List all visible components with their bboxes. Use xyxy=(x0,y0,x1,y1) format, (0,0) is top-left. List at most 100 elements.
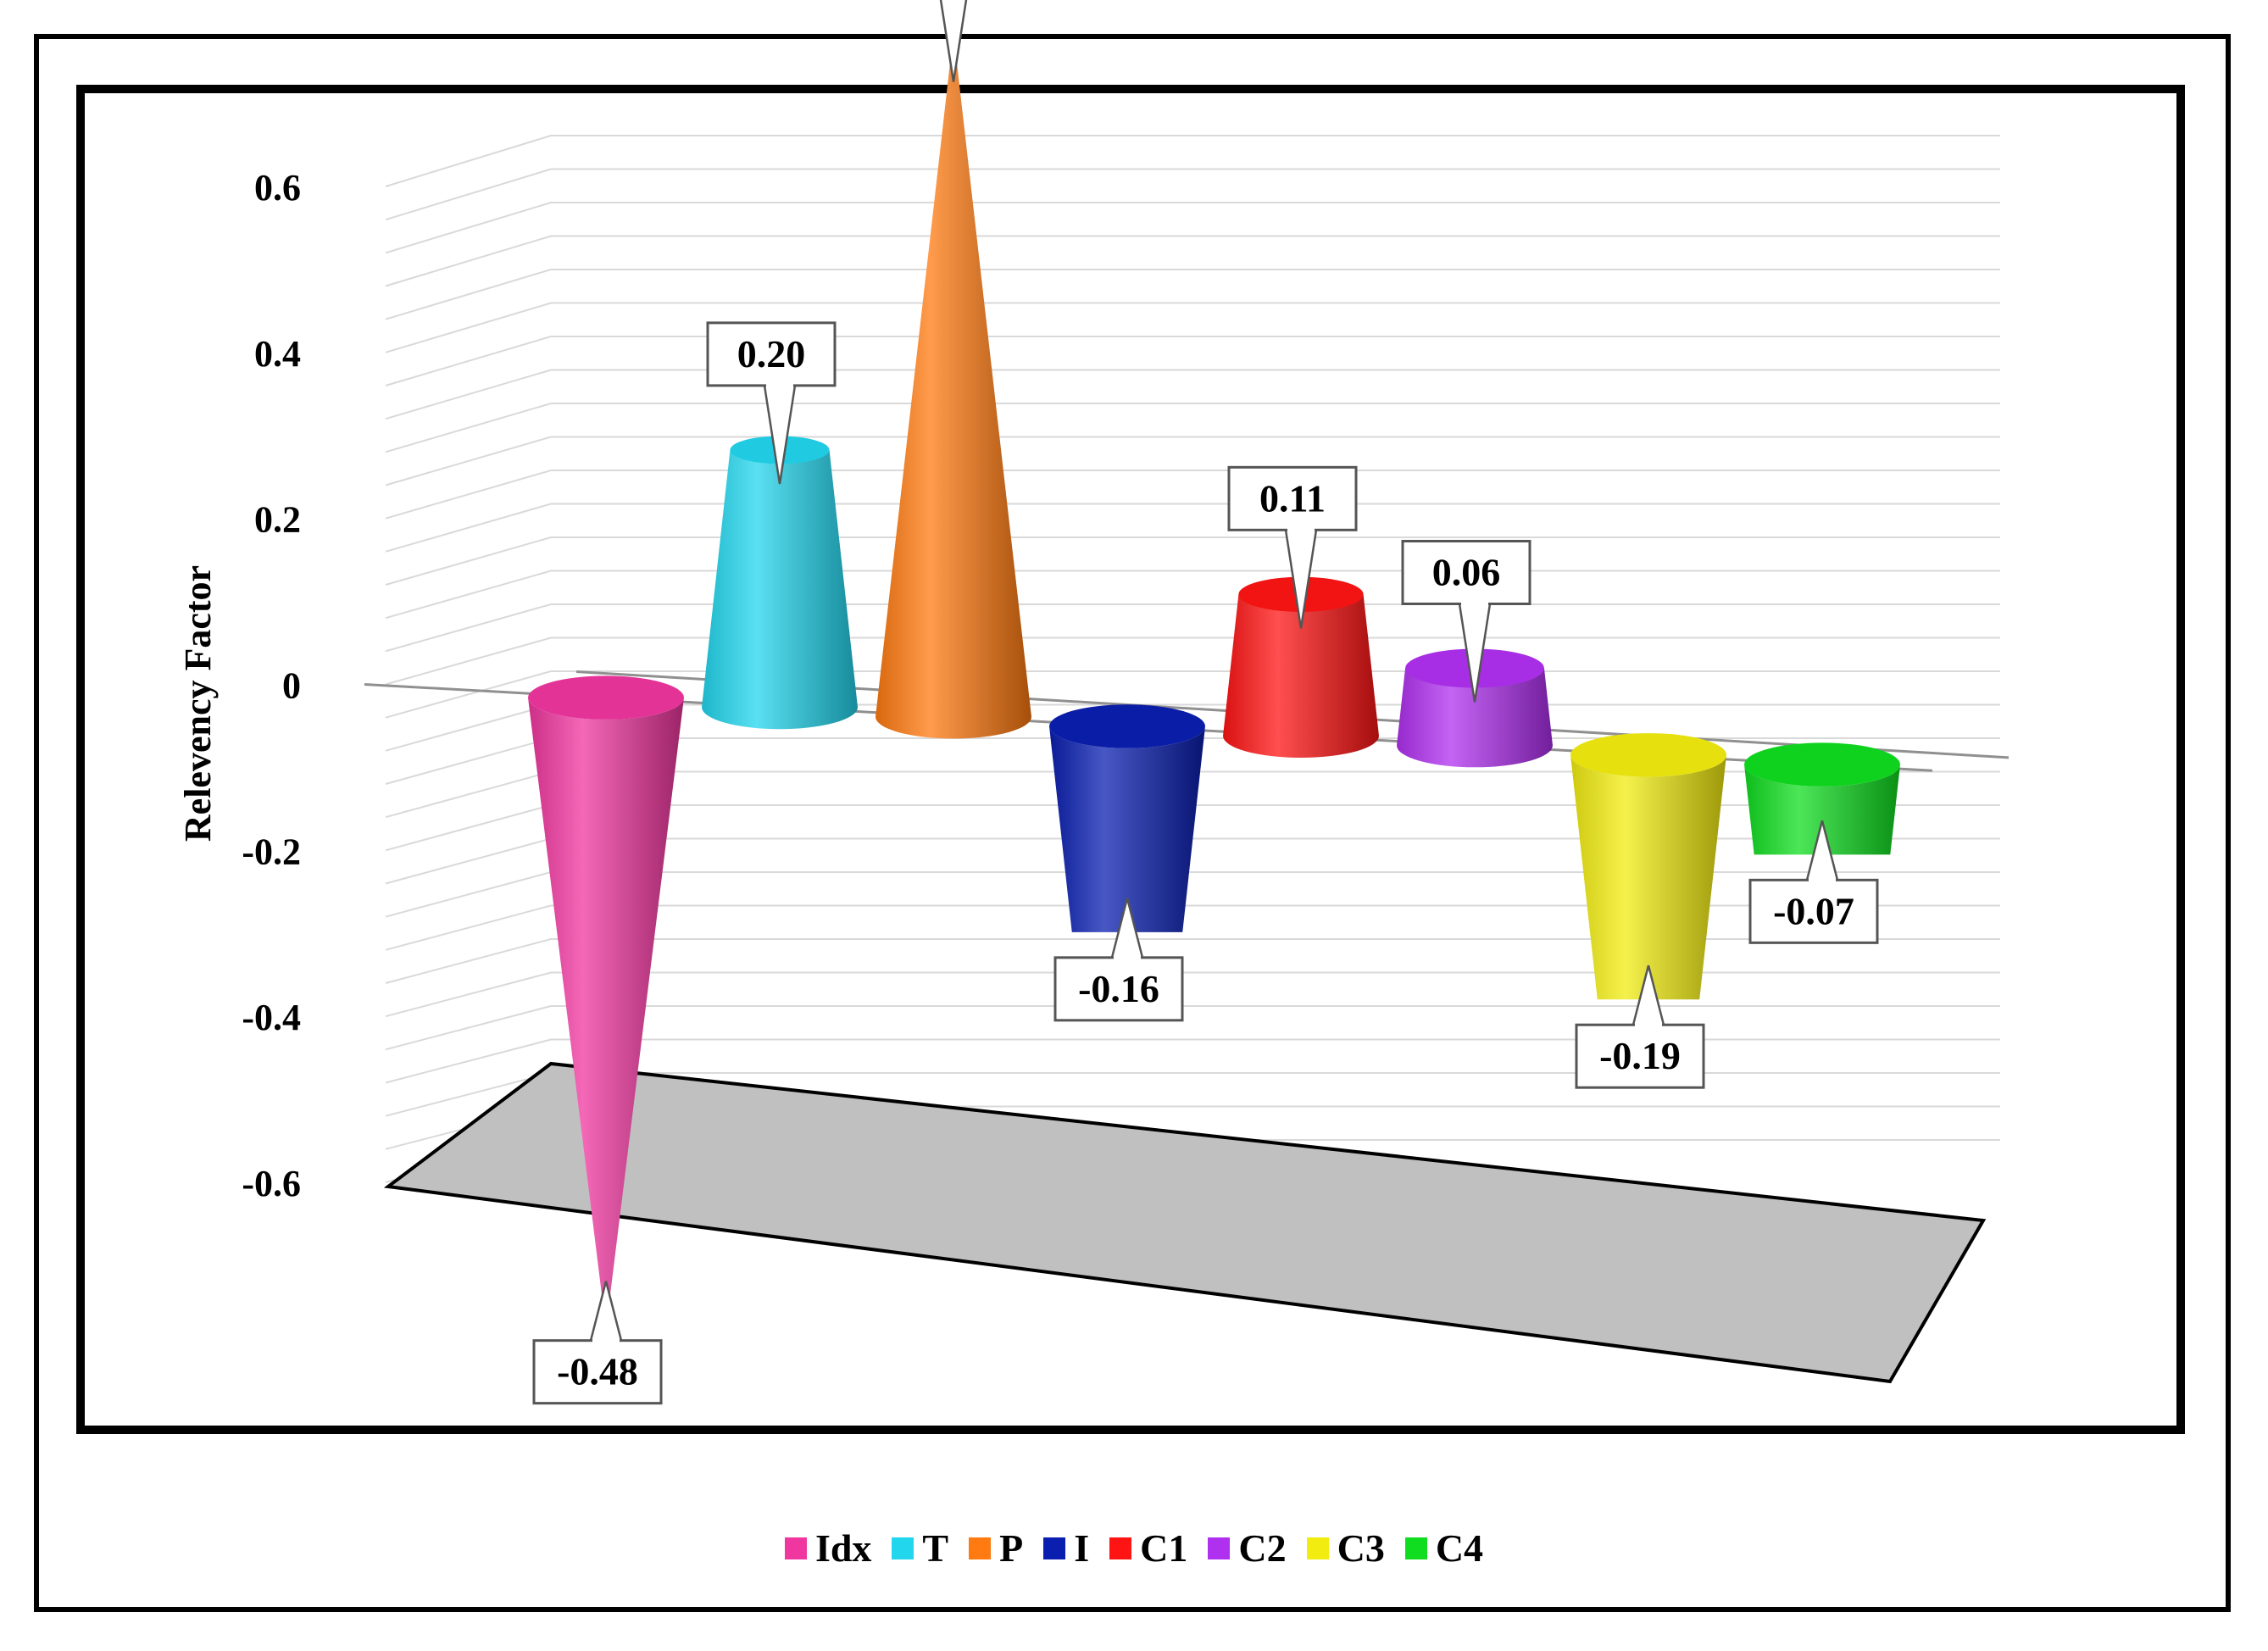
cone-cap xyxy=(1049,704,1205,748)
gridline xyxy=(385,202,2000,254)
data-labels: -0.48 0.20 0.52 -0.16 0.11 0.06 -0.19 -0.07 xyxy=(532,0,1879,1405)
cone-Idx xyxy=(528,675,684,1315)
gridline xyxy=(385,302,2000,353)
cone-C3 xyxy=(1570,733,1726,1000)
data-label-text: 0.11 xyxy=(1259,476,1326,520)
cone-body xyxy=(528,698,684,1315)
y-tick-label: 0 xyxy=(282,665,301,707)
chart-floor xyxy=(383,1061,1987,1384)
data-label-text: 0.20 xyxy=(737,332,806,375)
gridline xyxy=(385,168,2000,221)
y-tick-label: 0.4 xyxy=(254,333,301,375)
legend-swatch xyxy=(1109,1537,1132,1560)
data-label-box xyxy=(532,1339,663,1405)
y-tick-label: -0.4 xyxy=(242,997,301,1038)
gridline xyxy=(385,135,2000,187)
gridline xyxy=(385,369,2000,420)
cone-C2 xyxy=(1397,648,1553,768)
cone-body xyxy=(1744,764,1900,855)
gridline xyxy=(385,938,2000,984)
gridline xyxy=(385,636,2000,686)
data-label-Idx: -0.48 xyxy=(532,1281,663,1405)
cone-body xyxy=(1570,754,1726,1000)
legend-label: T xyxy=(922,1526,949,1570)
legend-swatch xyxy=(892,1537,914,1560)
data-label-I: -0.16 xyxy=(1053,898,1184,1022)
gridline xyxy=(385,336,2000,386)
legend-item-C3: C3 xyxy=(1306,1526,1385,1570)
cone-series xyxy=(528,47,1900,1315)
data-label-pointer xyxy=(939,0,968,82)
gridline xyxy=(385,536,2000,586)
legend-label: Idx xyxy=(814,1526,872,1570)
cone-P xyxy=(876,47,1031,739)
gridline xyxy=(385,1038,2000,1084)
gridline xyxy=(385,904,2000,951)
data-label-box xyxy=(1748,878,1879,944)
legend-swatch xyxy=(1306,1537,1329,1560)
data-label-box xyxy=(706,321,837,387)
gridline xyxy=(385,570,2000,620)
cone-body xyxy=(1397,668,1553,768)
data-label-T: 0.20 xyxy=(706,321,837,485)
y-tick-label: -0.2 xyxy=(242,831,301,872)
legend-label: C4 xyxy=(1435,1526,1484,1570)
legend-item-C2: C2 xyxy=(1208,1526,1287,1570)
legend-item-C1: C1 xyxy=(1109,1526,1187,1570)
plot-border xyxy=(76,85,2185,1434)
y-tick-label: -0.6 xyxy=(242,1163,301,1204)
legend-swatch xyxy=(969,1537,992,1560)
gridline xyxy=(385,235,2000,287)
cone-C4 xyxy=(1744,742,1900,855)
data-label-box xyxy=(1053,956,1184,1022)
data-label-text: -0.19 xyxy=(1599,1034,1681,1077)
cone-body xyxy=(1223,594,1379,759)
legend-label: P xyxy=(999,1526,1024,1570)
y-axis-label: Relevency Factor xyxy=(177,565,219,842)
y-tick-label: 0.6 xyxy=(254,167,301,208)
legend-item-T: T xyxy=(892,1526,948,1570)
legend-item-C4: C4 xyxy=(1404,1526,1484,1570)
legend-swatch xyxy=(1043,1537,1066,1560)
data-label-text: -0.48 xyxy=(557,1350,638,1393)
legend-item-I: I xyxy=(1043,1526,1089,1570)
legend-label: C2 xyxy=(1238,1526,1287,1570)
data-label-box xyxy=(1401,539,1531,605)
y-tick-label: 0.2 xyxy=(254,499,301,541)
cone-cap xyxy=(528,675,684,720)
data-label-pointer xyxy=(589,1281,623,1342)
legend-swatch xyxy=(784,1537,807,1560)
data-label-C4: -0.07 xyxy=(1748,820,1879,944)
legend-swatch xyxy=(1404,1537,1427,1560)
legend: Idx T P I C1 C2 C3 C4 xyxy=(0,1526,2268,1570)
gridline xyxy=(385,269,2000,320)
legend-item-Idx: Idx xyxy=(784,1526,872,1570)
gridline xyxy=(385,436,2000,486)
y-axis-ticks: 0.6 0.4 0.2 0 -0.2 -0.4 -0.6 xyxy=(242,167,301,1204)
data-label-text: 0.06 xyxy=(1432,550,1501,593)
legend-item-P: P xyxy=(969,1526,1023,1570)
cone-I xyxy=(1049,704,1205,932)
gridline xyxy=(385,503,2000,553)
cone-cap xyxy=(1744,742,1900,787)
data-label-text: -0.07 xyxy=(1773,889,1854,932)
gridline xyxy=(385,971,2000,1018)
data-label-text: -0.16 xyxy=(1078,967,1159,1010)
gridline xyxy=(385,1005,2000,1051)
cone-cap xyxy=(1570,733,1726,777)
data-label-box xyxy=(1227,465,1358,531)
data-label-C1: 0.11 xyxy=(1227,465,1358,629)
data-label-P: 0.52 xyxy=(939,0,968,82)
gridline xyxy=(385,470,2000,520)
data-label-C2: 0.06 xyxy=(1401,539,1531,703)
data-label-box xyxy=(1575,1023,1705,1089)
floor-plane xyxy=(383,1061,1987,1384)
cone-body xyxy=(876,47,1031,739)
figure-border xyxy=(34,34,2231,1612)
legend-label: C1 xyxy=(1140,1526,1188,1570)
gridline xyxy=(385,403,2000,453)
legend-label: I xyxy=(1074,1526,1090,1570)
legend-swatch xyxy=(1208,1537,1231,1560)
gridline xyxy=(385,603,2000,653)
